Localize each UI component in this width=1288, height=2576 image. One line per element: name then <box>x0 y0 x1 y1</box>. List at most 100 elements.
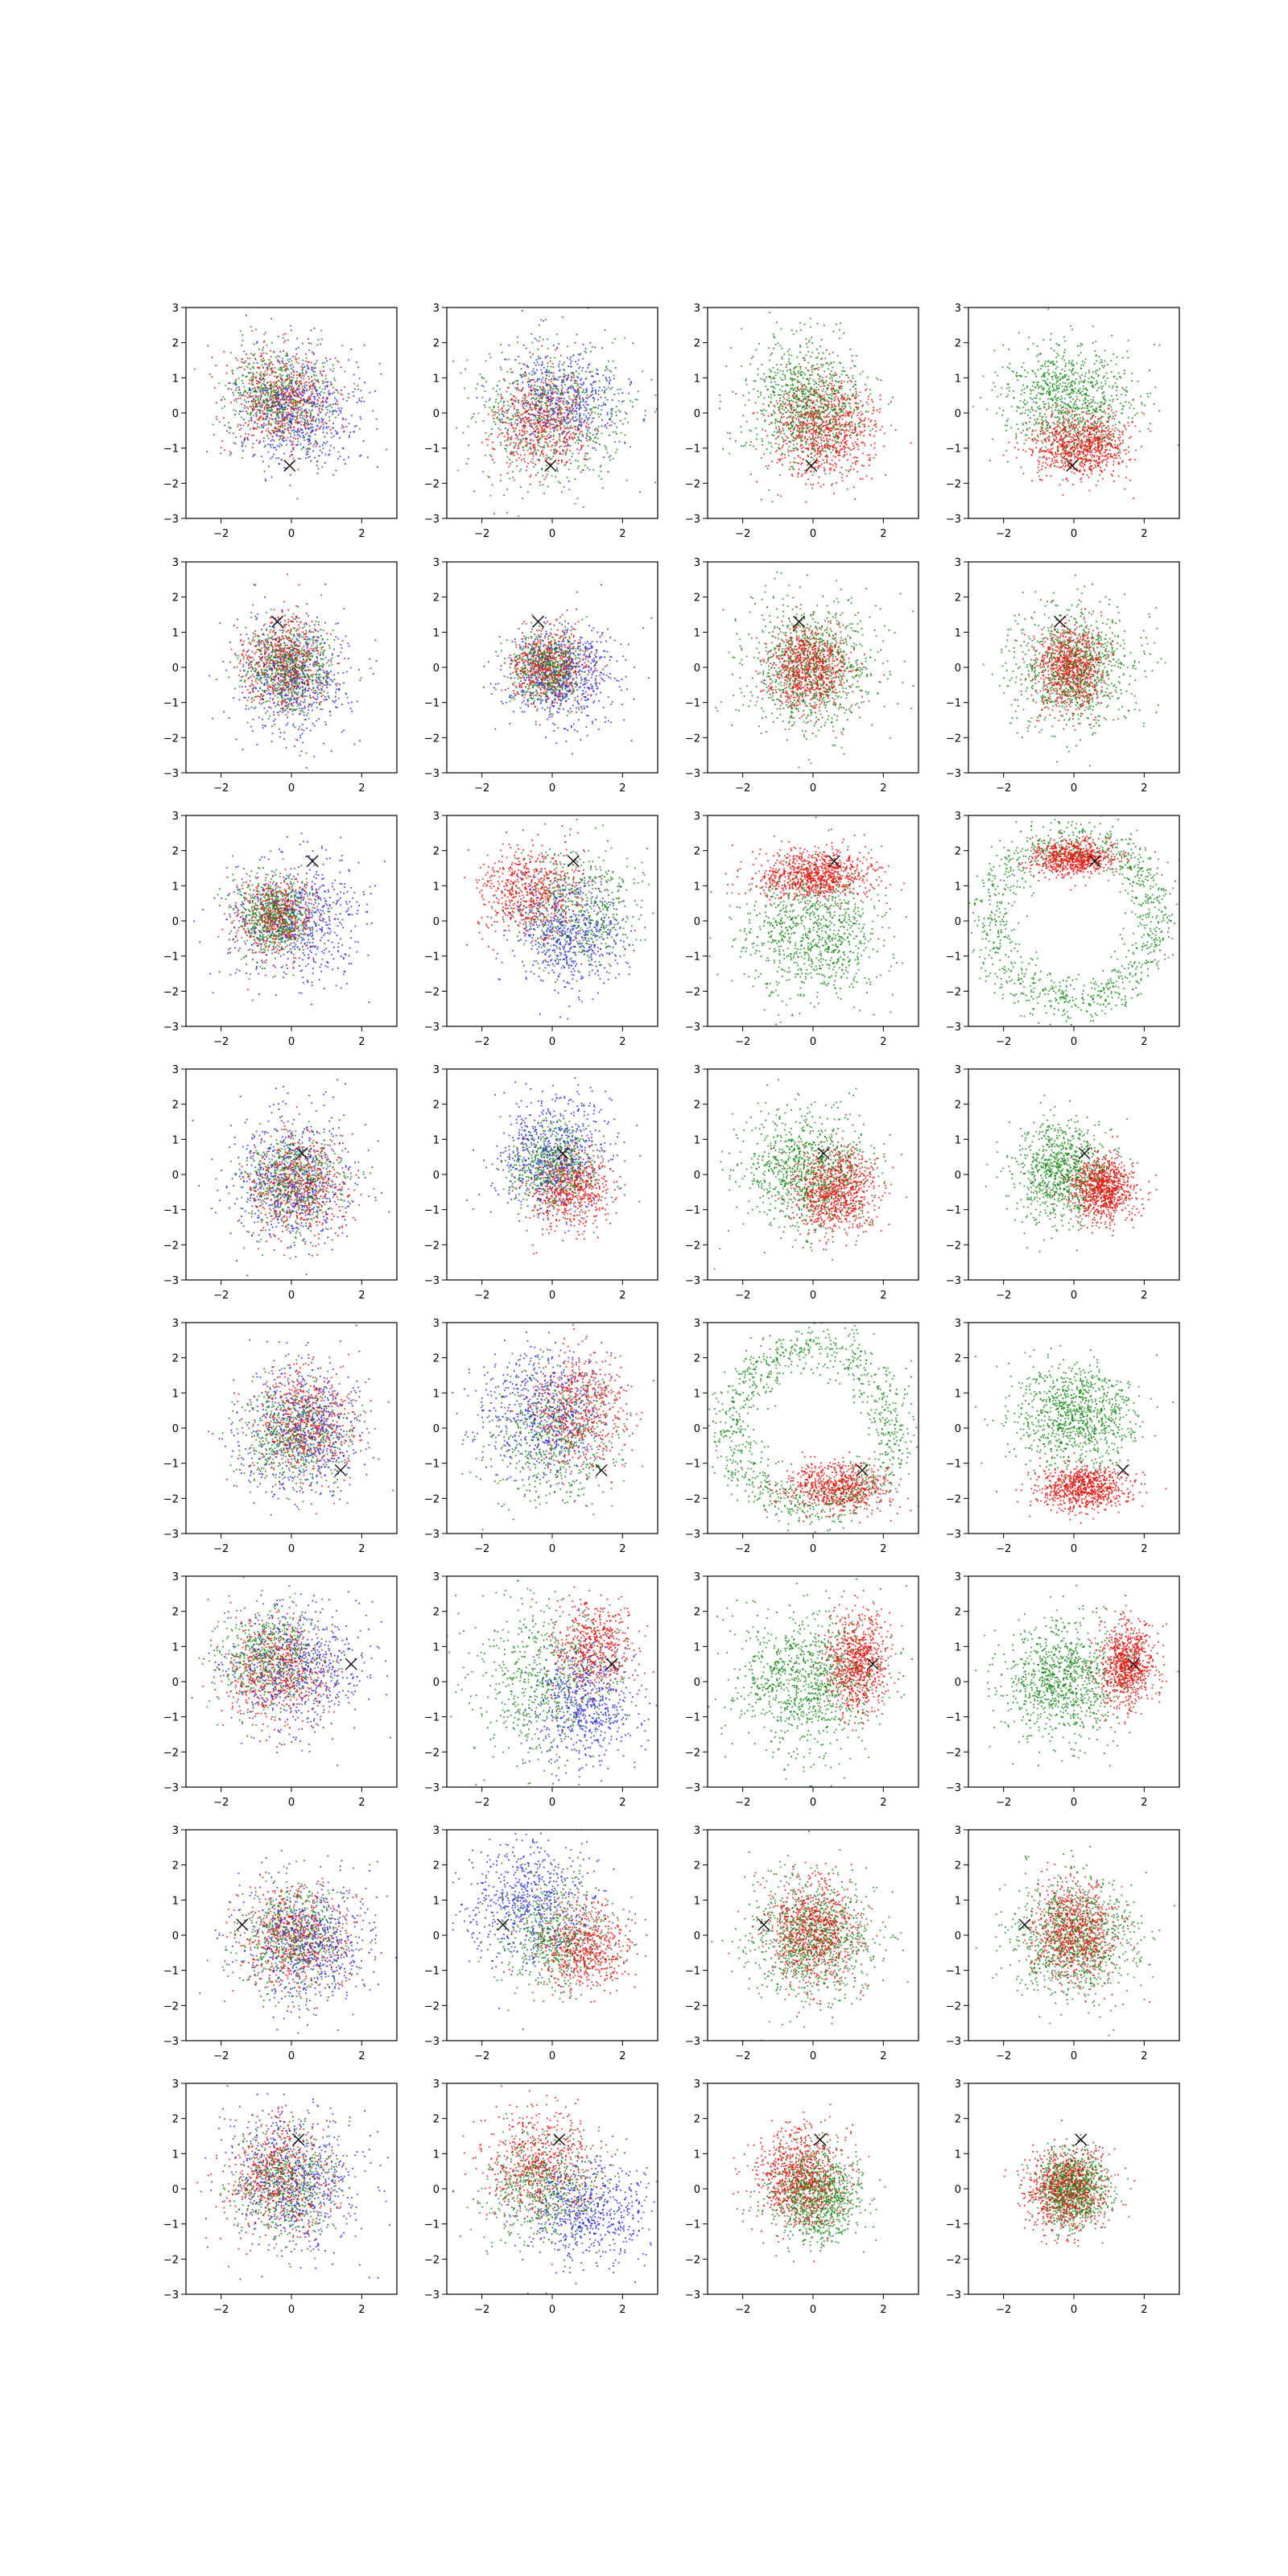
scatter-point <box>812 419 814 421</box>
scatter-point <box>559 398 562 399</box>
scatter-point <box>296 403 299 406</box>
scatter-point <box>558 397 560 399</box>
scatter-point <box>291 372 292 374</box>
scatter-point <box>344 386 345 388</box>
scatter-point <box>619 388 621 390</box>
scatter-point <box>588 396 590 398</box>
scatter-point <box>861 370 864 373</box>
scatter-point <box>820 453 822 456</box>
scatter-point <box>534 434 536 436</box>
scatter-point <box>283 393 286 394</box>
y-tick-label: 3 <box>433 303 440 315</box>
scatter-point <box>303 382 306 384</box>
scatter-point <box>785 435 787 437</box>
scatter-point <box>333 447 335 449</box>
scatter-point <box>502 402 505 403</box>
scatter-point <box>508 358 510 361</box>
scatter-point <box>817 448 819 450</box>
scatter-point <box>316 360 318 361</box>
scatter-point <box>782 429 784 431</box>
scatter-point <box>804 472 806 474</box>
scatter-point <box>503 411 506 414</box>
scatter-point <box>281 370 283 372</box>
scatter-point <box>252 379 254 382</box>
scatter-point <box>584 464 586 467</box>
scatter-point <box>841 480 844 482</box>
scatter-point <box>643 420 646 423</box>
scatter-point <box>569 419 572 421</box>
scatter-point <box>229 427 231 429</box>
scatter-point <box>506 450 507 452</box>
scatter-point <box>844 402 846 405</box>
scatter-point <box>549 436 551 439</box>
scatter-point <box>300 407 303 410</box>
scatter-point <box>514 399 516 402</box>
scatter-point <box>800 424 803 427</box>
scatter-point <box>840 387 843 390</box>
scatter-point <box>565 434 567 436</box>
scatter-point <box>270 383 272 385</box>
scatter-point <box>843 332 844 334</box>
scatter-point <box>258 410 260 411</box>
scatter-point <box>307 412 309 414</box>
scatter-point <box>298 373 300 374</box>
scatter-point <box>517 409 519 411</box>
scatter-point <box>353 395 355 397</box>
scatter-point <box>613 394 616 395</box>
scatter-point <box>529 433 531 436</box>
scatter-point <box>839 387 840 390</box>
scatter-point <box>320 408 323 411</box>
scatter-point <box>269 385 271 387</box>
scatter-point <box>841 473 844 476</box>
scatter-point <box>530 419 532 421</box>
scatter-point <box>267 451 270 453</box>
scatter-point <box>488 477 490 478</box>
scatter-point <box>308 338 310 340</box>
scatter-point <box>627 421 630 423</box>
scatter-point <box>799 345 802 348</box>
scatter-point <box>857 445 860 448</box>
scatter-point <box>294 390 296 393</box>
scatter-point <box>279 387 282 389</box>
scatter-point <box>544 411 546 413</box>
scatter-point <box>547 401 550 402</box>
scatter-point <box>810 416 811 419</box>
scatter-point <box>332 423 334 424</box>
scatter-point <box>545 394 547 397</box>
scatter-point <box>320 370 321 373</box>
scatter-point <box>828 431 830 434</box>
scatter-point <box>861 441 863 444</box>
scatter-point <box>278 457 279 459</box>
scatter-point <box>530 384 533 386</box>
scatter-point <box>546 399 548 402</box>
scatter-point <box>604 445 606 447</box>
scatter-point <box>818 366 820 369</box>
scatter-point <box>816 415 819 417</box>
scatter-point <box>246 401 247 403</box>
scatter-point <box>514 444 517 447</box>
scatter-point <box>514 407 515 410</box>
scatter-point <box>267 382 269 383</box>
scatter-point <box>274 411 275 414</box>
scatter-point <box>290 454 292 456</box>
scatter-point <box>282 425 283 427</box>
scatter-point <box>312 419 314 422</box>
scatter-point <box>537 400 539 402</box>
scatter-point <box>567 408 568 410</box>
scatter-point <box>299 382 301 385</box>
scatter-point <box>546 407 548 409</box>
scatter-point <box>547 384 548 386</box>
scatter-point <box>258 381 259 382</box>
scatter-point <box>841 448 843 450</box>
scatter-point <box>538 324 540 326</box>
scatter-point <box>260 353 262 354</box>
scatter-point <box>303 384 306 386</box>
scatter-point <box>291 388 293 390</box>
scatter-point <box>813 419 815 420</box>
scatter-point <box>539 408 540 411</box>
scatter-point <box>235 389 237 391</box>
scatter-point <box>529 442 531 444</box>
scatter-point <box>797 370 799 372</box>
scatter-point <box>530 423 532 425</box>
scatter-point <box>526 405 528 407</box>
